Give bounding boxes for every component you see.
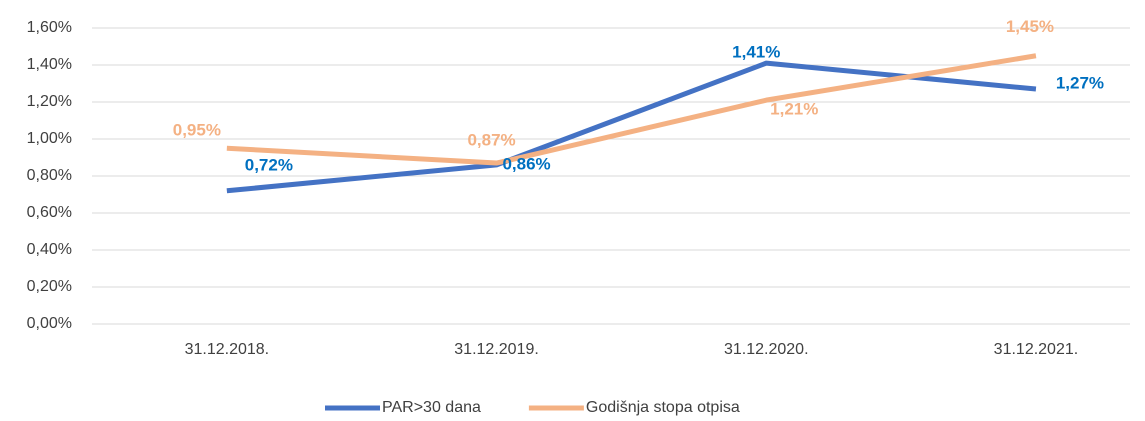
y-tick-label: 1,60% [27,19,72,36]
data-label: 1,41% [732,43,780,62]
y-tick-label: 1,00% [27,130,72,147]
x-tick-label: 31.12.2019. [454,341,539,358]
y-tick-label: 1,20% [27,93,72,110]
series-line [226,60,1037,194]
y-tick-label: 0,40% [27,241,72,258]
data-label: 0,95% [173,121,221,140]
legend-label: Godišnja stopa otpisa [586,399,740,416]
data-label: 1,27% [1056,74,1104,93]
legend-label: PAR>30 dana [382,399,481,416]
y-tick-label: 0,20% [27,278,72,295]
data-label: 0,86% [502,154,550,173]
x-tick-label: 31.12.2018. [185,341,270,358]
x-tick-label: 31.12.2021. [994,341,1079,358]
data-label: 0,87% [467,131,515,150]
y-tick-label: 0,00% [27,315,72,332]
y-tick-label: 1,40% [27,56,72,73]
data-label: 0,72% [245,155,293,174]
series-line [226,53,1037,166]
y-tick-label: 0,60% [27,204,72,221]
data-label: 1,45% [1006,17,1054,36]
x-tick-label: 31.12.2020. [724,341,809,358]
data-label: 1,21% [770,100,818,119]
y-tick-label: 0,80% [27,167,72,184]
